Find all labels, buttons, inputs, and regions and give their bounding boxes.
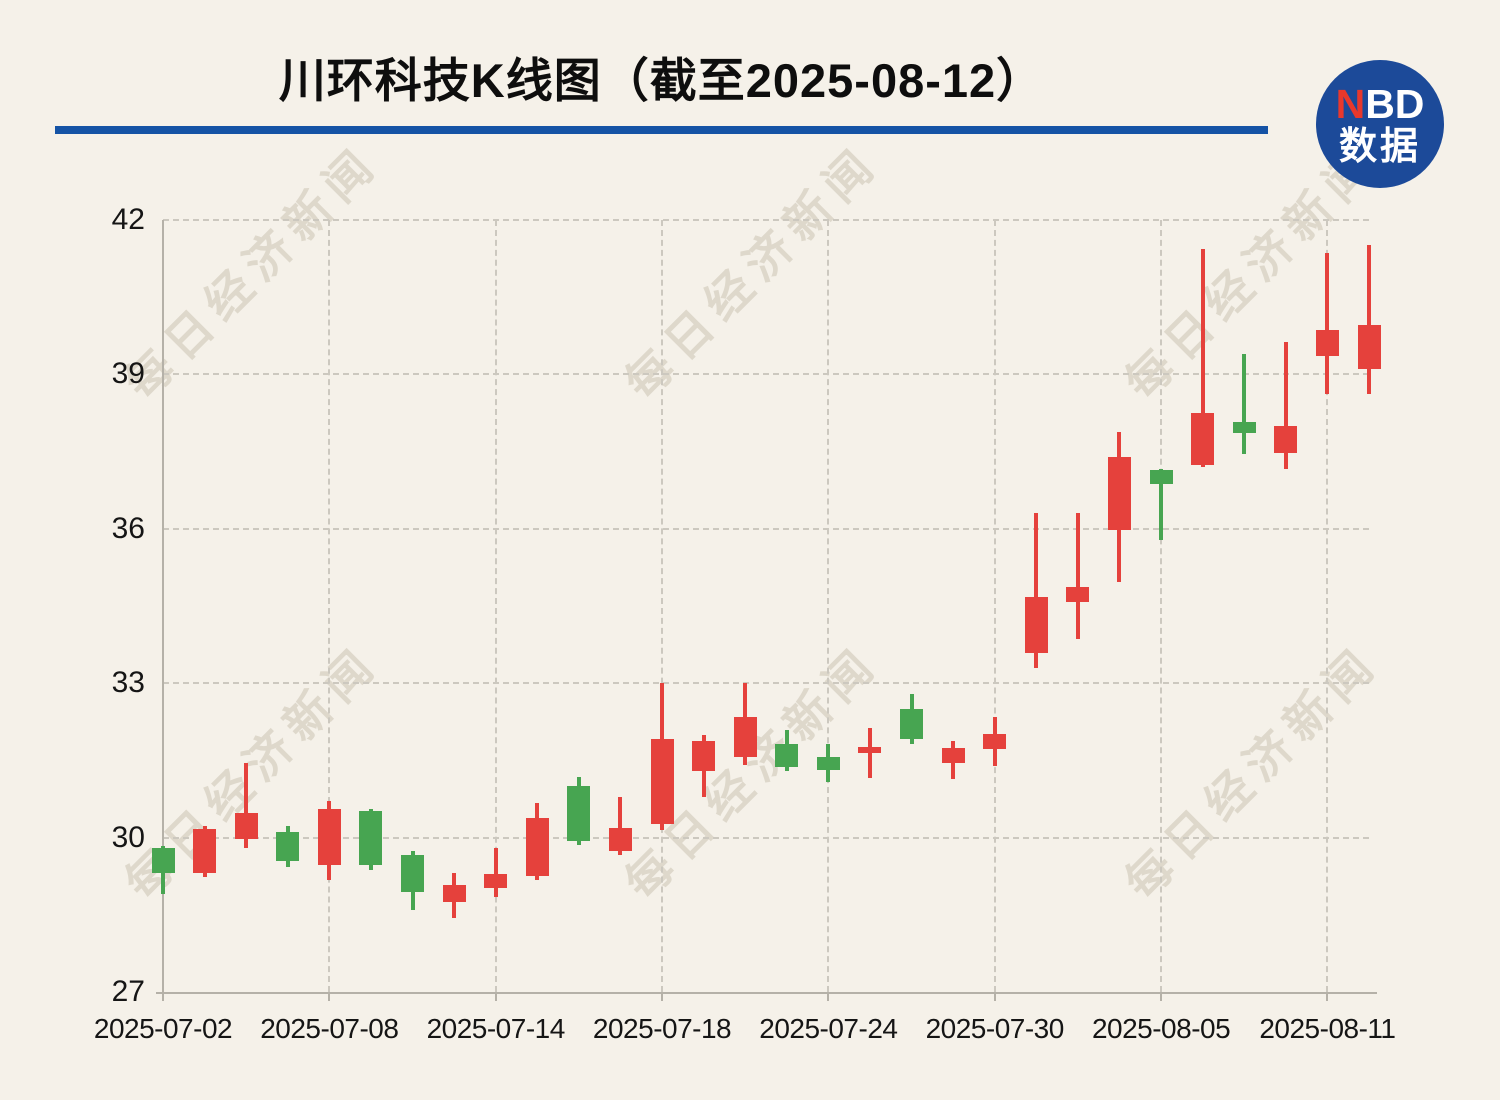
v-gridline xyxy=(1326,220,1329,992)
x-axis-label: 2025-07-30 xyxy=(925,1013,1065,1044)
candle-body xyxy=(484,874,508,889)
x-axis-tick xyxy=(1326,994,1329,1001)
x-axis-label: 2025-08-05 xyxy=(1091,1013,1231,1044)
candle-wick xyxy=(1283,341,1288,470)
nbd-logo-letter-n: N xyxy=(1335,81,1366,127)
nbd-logo-letters-bd: BD xyxy=(1365,81,1425,127)
x-axis-tick xyxy=(328,994,331,1001)
candle-body xyxy=(1107,456,1131,530)
x-axis-tick xyxy=(827,994,830,1001)
candle-body xyxy=(775,743,799,768)
candle-body xyxy=(525,818,549,877)
y-axis-label: 27 xyxy=(111,975,145,1008)
candle-body xyxy=(193,828,217,874)
candle-body xyxy=(567,786,591,842)
v-gridline xyxy=(328,220,331,992)
candle-body xyxy=(1024,596,1048,653)
candle-wick xyxy=(1159,469,1164,541)
nbd-data-logo: NBD 数据 xyxy=(1316,60,1444,188)
x-axis-label: 2025-07-02 xyxy=(93,1013,233,1044)
x-axis-label: 2025-08-11 xyxy=(1259,1013,1396,1044)
page-title: 川环科技K线图（截至2025-08-12） xyxy=(278,54,1045,107)
x-axis-label: 2025-07-14 xyxy=(426,1013,566,1044)
h-gridline xyxy=(163,527,1369,530)
nbd-logo-subtitle: 数据 xyxy=(1338,126,1421,168)
y-axis-label: 42 xyxy=(111,203,145,236)
x-axis-tick xyxy=(661,994,664,1001)
x-axis-tick xyxy=(1160,994,1163,1001)
candle-wick xyxy=(1075,512,1080,639)
candle-wick xyxy=(1200,249,1205,468)
candle-wick xyxy=(1034,512,1039,668)
candle-body xyxy=(983,734,1007,750)
h-gridline xyxy=(163,682,1369,685)
candle-body xyxy=(1066,586,1090,602)
x-axis-label: 2025-07-08 xyxy=(260,1013,399,1044)
y-axis-label: 30 xyxy=(111,820,145,854)
candle-body xyxy=(1191,413,1215,465)
candle-wick xyxy=(1367,245,1371,394)
candle-body xyxy=(1274,425,1298,454)
candle-body xyxy=(692,740,716,772)
candle-body xyxy=(1232,421,1256,434)
candle-body xyxy=(608,827,632,851)
candle-body xyxy=(1315,330,1339,356)
candle-body xyxy=(151,848,175,873)
v-gridline xyxy=(993,220,996,992)
candle-body xyxy=(650,738,674,824)
y-axis-label: 36 xyxy=(111,511,145,545)
x-axis-tick xyxy=(494,994,497,1001)
candle-wick xyxy=(1325,252,1330,394)
candle-body xyxy=(276,831,300,861)
y-axis-label: 33 xyxy=(111,666,145,700)
h-gridline xyxy=(163,219,1369,221)
nbd-logo-text: NBD xyxy=(1316,82,1444,126)
candle-body xyxy=(317,808,341,865)
candle-wick xyxy=(244,762,249,848)
candle-body xyxy=(1357,324,1381,369)
y-axis-label: 39 xyxy=(111,357,145,391)
candle-wick xyxy=(493,847,498,897)
h-gridline xyxy=(163,373,1369,376)
title-underline-bar xyxy=(55,126,1268,134)
candle-body xyxy=(733,717,757,757)
candle-body xyxy=(900,708,924,739)
h-gridline xyxy=(163,836,1369,839)
v-gridline xyxy=(827,220,830,992)
candle-wick xyxy=(618,796,623,856)
candle-body xyxy=(401,855,425,893)
v-gridline xyxy=(661,220,664,992)
v-gridline xyxy=(1160,220,1163,992)
x-axis-label: 2025-07-18 xyxy=(592,1013,732,1044)
x-axis-tick xyxy=(993,994,996,1001)
candle-body xyxy=(816,756,840,771)
x-axis-line xyxy=(156,992,1377,994)
y-axis-spine xyxy=(162,220,164,992)
candle-body xyxy=(234,812,258,840)
v-gridline xyxy=(494,220,497,992)
candle-body xyxy=(941,748,965,763)
x-axis-tick xyxy=(162,994,164,1001)
candle-body xyxy=(858,747,882,754)
x-axis-label: 2025-07-24 xyxy=(759,1013,898,1044)
candle-body xyxy=(1149,470,1173,485)
candle-body xyxy=(359,810,383,865)
candle-body xyxy=(442,884,466,902)
candle-wick xyxy=(1242,353,1247,455)
